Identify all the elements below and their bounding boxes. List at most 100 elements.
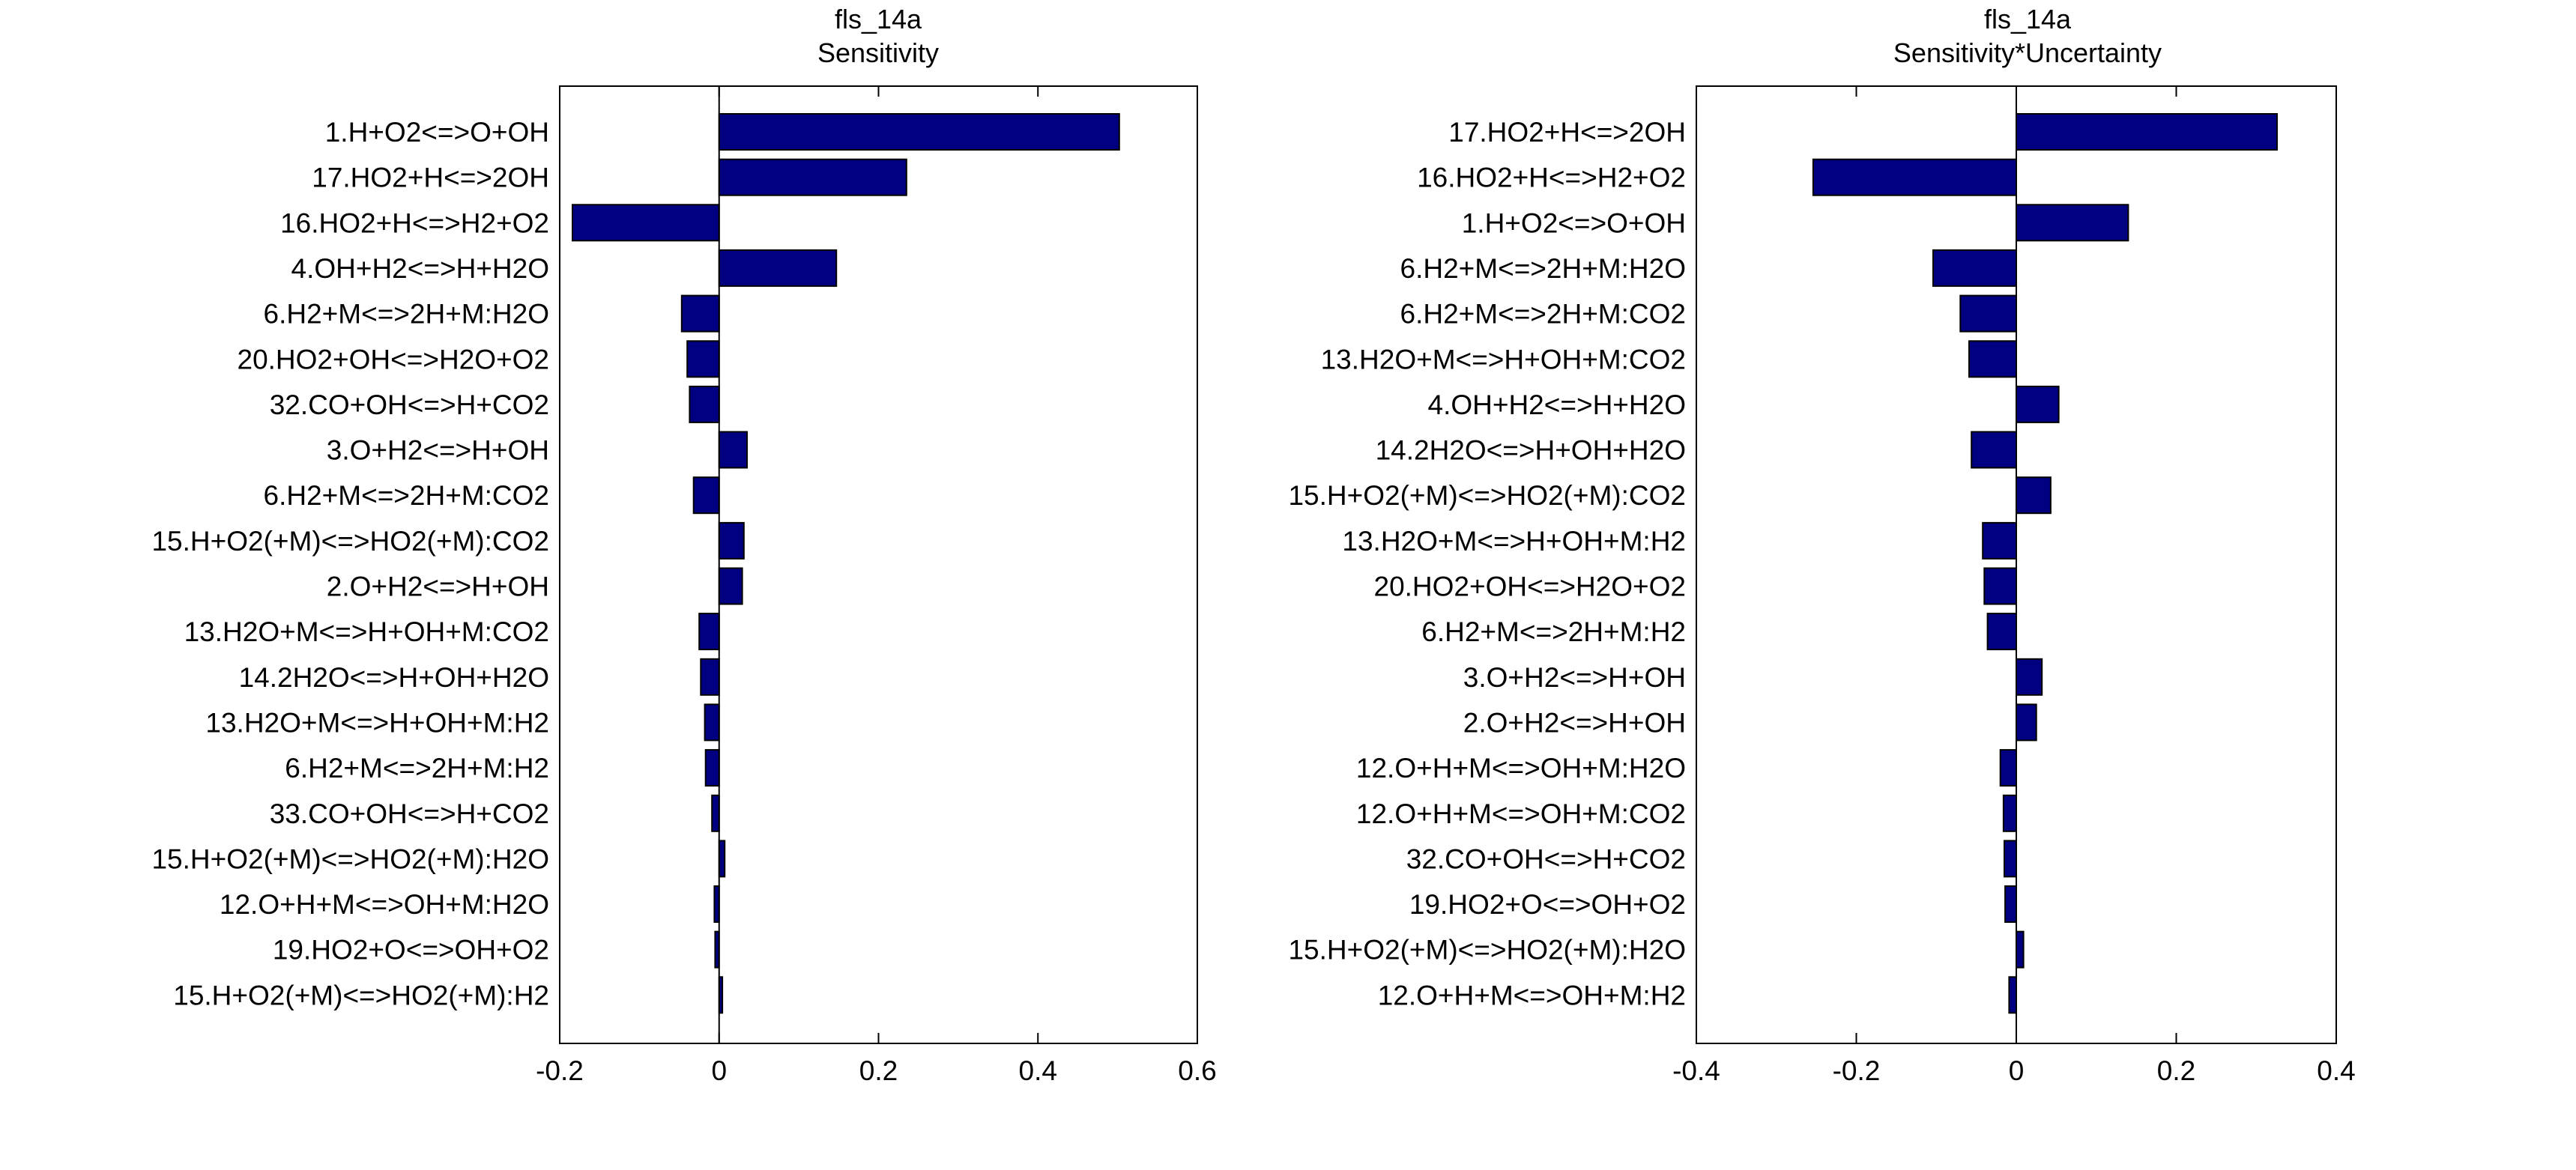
bar	[1982, 521, 2017, 560]
category-label: 1.H+O2<=>O+OH	[325, 117, 549, 148]
bar	[2016, 658, 2043, 696]
bar	[718, 431, 748, 469]
bar-group	[1812, 113, 2278, 1014]
category-label: 2.O+H2<=>H+OH	[327, 572, 549, 602]
category-label: 13.H2O+M<=>H+OH+M:CO2	[1321, 344, 1686, 375]
x-tick-label: -0.2	[536, 1055, 584, 1086]
category-label: 1.H+O2<=>O+OH	[1462, 207, 1686, 238]
chart-subtitle: Sensitivity	[817, 37, 939, 68]
bar	[1999, 749, 2017, 787]
category-label: 6.H2+M<=>2H+M:H2O	[264, 299, 550, 330]
x-tick-label: -0.4	[1672, 1055, 1720, 1086]
category-labels: 1.H+O2<=>O+OH 17.HO2+H<=>2OH 16.HO2+H<=>H2…	[151, 117, 549, 1010]
bar	[718, 113, 1120, 151]
bar	[2004, 840, 2017, 878]
bar	[718, 567, 743, 605]
bar	[1932, 249, 2017, 287]
category-label: 19.HO2+O<=>OH+O2	[1409, 889, 1686, 920]
bar	[572, 204, 720, 242]
bar	[1959, 294, 2018, 333]
bar	[718, 521, 745, 560]
bar	[1968, 340, 2017, 378]
sensitivity-uncertainty-chart: fls_14a Sensitivity*Uncertainty 17.HO2+H…	[1288, 4, 2355, 1086]
category-label: 15.H+O2(+M)<=>HO2(+M):H2O	[1288, 935, 1686, 966]
category-labels: 17.HO2+H<=>2OH 16.HO2+H<=>H2+O2 1.H+O2<=>O…	[1288, 117, 1686, 1010]
category-label: 12.O+H+M<=>OH+M:CO2	[1356, 798, 1686, 829]
bar	[2002, 794, 2017, 832]
category-label: 15.H+O2(+M)<=>HO2(+M):H2O	[151, 843, 549, 874]
category-label: 12.O+H+M<=>OH+M:H2O	[220, 889, 549, 920]
category-label: 20.HO2+OH<=>H2O+O2	[1374, 572, 1687, 602]
category-label: 14.2H2O<=>H+OH+H2O	[1376, 435, 1686, 466]
bar	[718, 158, 907, 196]
bar	[680, 294, 720, 333]
plot-area-border	[559, 85, 1198, 1044]
bar	[2016, 113, 2278, 151]
category-label: 33.CO+OH<=>H+CO2	[270, 798, 549, 829]
bar	[2016, 385, 2060, 423]
category-label: 6.H2+M<=>2H+M:H2	[285, 753, 549, 783]
category-label: 6.H2+M<=>2H+M:CO2	[264, 480, 550, 511]
category-label: 16.HO2+H<=>H2+O2	[280, 207, 549, 238]
bar	[1983, 567, 2018, 605]
category-label: 6.H2+M<=>2H+M:H2O	[1400, 253, 1687, 284]
x-axis-ticks: -0.2 0 0.2 0.4 0.6	[536, 86, 1217, 1086]
category-label: 12.O+H+M<=>OH+M:H2	[1378, 980, 1686, 1010]
x-tick-label: 0.2	[2157, 1055, 2195, 1086]
bar	[2016, 476, 2052, 515]
bar	[686, 340, 720, 378]
x-tick-label: 0.2	[859, 1055, 898, 1086]
bar	[2008, 976, 2017, 1014]
category-label: 4.OH+H2<=>H+H2O	[291, 253, 550, 284]
bar	[2004, 885, 2018, 923]
x-tick-label: 0.4	[1019, 1055, 1057, 1086]
category-label: 12.O+H+M<=>OH+M:H2O	[1356, 753, 1686, 783]
bar	[698, 613, 720, 651]
bar	[2016, 930, 2025, 969]
category-label: 2.O+H2<=>H+OH	[1463, 707, 1686, 738]
category-label: 4.OH+H2<=>H+H2O	[1428, 390, 1687, 420]
category-label: 14.2H2O<=>H+OH+H2O	[239, 662, 549, 693]
bar	[704, 703, 720, 742]
x-axis-ticks: -0.4 -0.2 0 0.2 0.4	[1672, 86, 2356, 1086]
bar	[700, 658, 720, 696]
category-label: 6.H2+M<=>2H+M:H2	[1421, 616, 1686, 647]
category-label: 6.H2+M<=>2H+M:CO2	[1400, 299, 1687, 330]
chart-title: fls_14a	[835, 4, 922, 34]
category-label: 3.O+H2<=>H+OH	[327, 435, 549, 466]
sensitivity-chart: fls_14a Sensitivity 1.H+O2<=>O+OH 17.HO2+…	[151, 4, 1216, 1086]
bar-group	[572, 113, 1120, 1014]
category-label: 17.HO2+H<=>2OH	[1448, 117, 1686, 148]
x-tick-label: 0.4	[2317, 1055, 2355, 1086]
chart-title: fls_14a	[1984, 4, 2072, 34]
bar	[718, 249, 838, 287]
x-tick-label: 0.6	[1178, 1055, 1216, 1086]
bar	[1971, 431, 2017, 469]
category-label: 32.CO+OH<=>H+CO2	[1406, 843, 1686, 874]
category-label: 15.H+O2(+M)<=>HO2(+M):CO2	[151, 526, 549, 557]
x-tick-label: -0.2	[1833, 1055, 1881, 1086]
bar	[692, 476, 720, 515]
category-label: 3.O+H2<=>H+OH	[1463, 662, 1686, 693]
bar	[2016, 204, 2129, 242]
bar	[711, 794, 720, 832]
category-label: 16.HO2+H<=>H2+O2	[1417, 163, 1686, 193]
category-label: 17.HO2+H<=>2OH	[312, 163, 549, 193]
category-label: 15.H+O2(+M)<=>HO2(+M):CO2	[1288, 480, 1686, 511]
category-label: 13.H2O+M<=>H+OH+M:H2	[1342, 526, 1686, 557]
category-label: 15.H+O2(+M)<=>HO2(+M):H2	[173, 980, 549, 1010]
x-tick-label: 0	[711, 1055, 727, 1086]
category-label: 13.H2O+M<=>H+OH+M:CO2	[184, 616, 549, 647]
bar	[2016, 703, 2037, 742]
x-tick-label: 0	[2009, 1055, 2025, 1086]
category-label: 32.CO+OH<=>H+CO2	[270, 390, 549, 420]
chart-subtitle: Sensitivity*Uncertainty	[1893, 37, 2162, 68]
bar	[1812, 158, 2017, 196]
bar	[1986, 613, 2018, 651]
category-label: 20.HO2+OH<=>H2O+O2	[238, 344, 550, 375]
bar	[704, 749, 720, 787]
category-label: 19.HO2+O<=>OH+O2	[273, 935, 549, 966]
category-label: 13.H2O+M<=>H+OH+M:H2	[205, 707, 549, 738]
